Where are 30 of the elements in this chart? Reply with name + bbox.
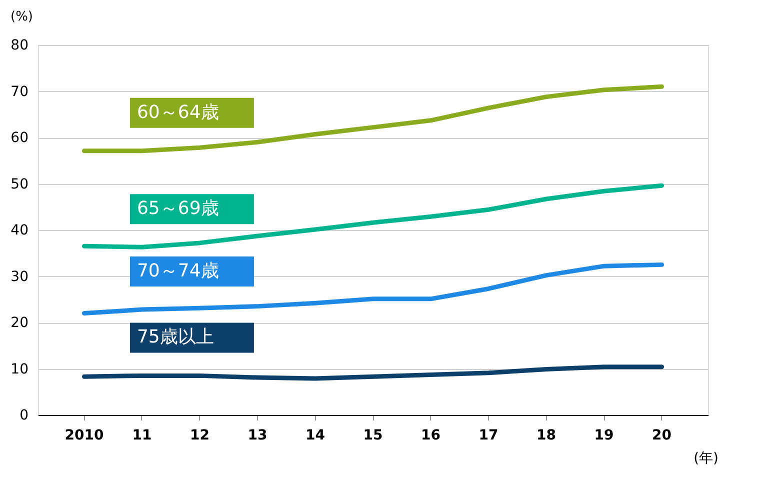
x-tick-label: 14 [306, 428, 326, 444]
x-tick-label: 16 [421, 428, 440, 444]
y-tick-label: 30 [10, 268, 28, 285]
x-tick-label: 12 [190, 428, 210, 444]
y-tick-label: 20 [10, 315, 28, 331]
y-tick-label: 0 [20, 408, 28, 424]
line-series [82, 364, 664, 381]
y-tick-label: 60 [10, 130, 28, 146]
series-label: 65～69歳 [136, 198, 219, 220]
x-tick-label: 20 [652, 428, 672, 444]
x-tick-label: 17 [478, 428, 498, 444]
series-label: 75歳以上 [136, 326, 214, 348]
x-tick-label: 11 [132, 428, 152, 444]
series-label: 60～64歳 [136, 102, 219, 123]
x-tick-label: 19 [594, 428, 614, 444]
line-series [82, 84, 664, 154]
x-tick-label: 2010 [64, 428, 104, 444]
y-axis-title: (%) [10, 10, 33, 24]
y-tick-label: 50 [10, 176, 28, 192]
y-tick-label: 70 [10, 84, 28, 100]
line-series [82, 262, 664, 316]
y-tick-label: 40 [10, 222, 28, 238]
line-series [82, 183, 664, 250]
y-tick-label: 10 [10, 361, 28, 378]
x-axis-title: (年) [694, 450, 718, 466]
series-label: 70～74歳 [136, 260, 219, 282]
x-tick-label: 15 [363, 428, 383, 444]
x-tick-label: 13 [248, 428, 268, 444]
x-tick-label: 18 [536, 428, 556, 444]
y-tick-label: 80 [10, 38, 28, 54]
